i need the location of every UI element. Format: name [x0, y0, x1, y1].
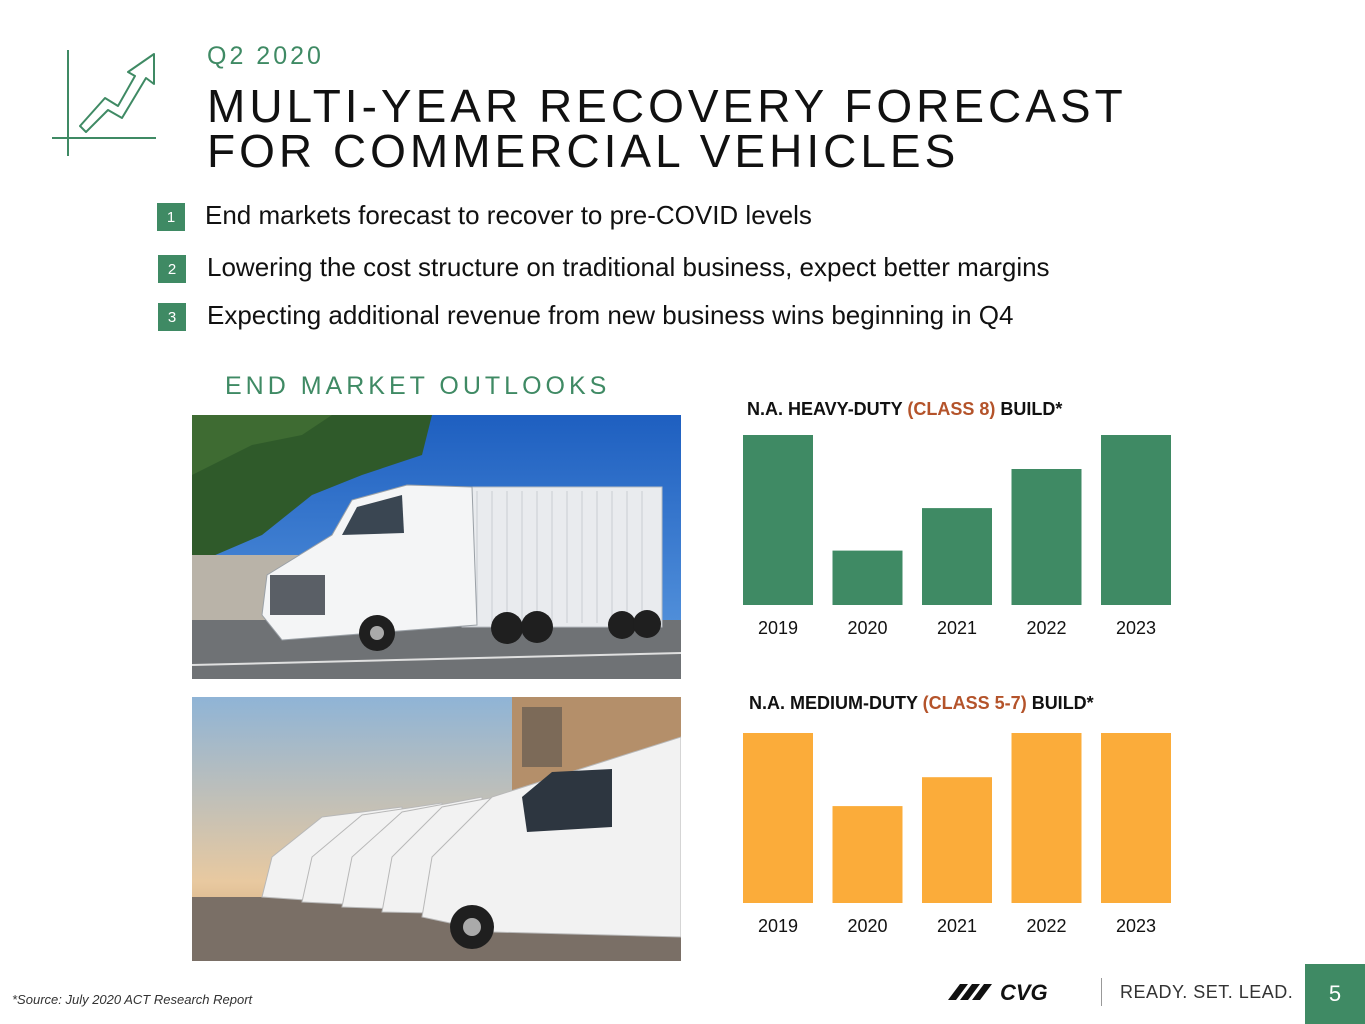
chart-title: N.A. HEAVY-DUTY (CLASS 8) BUILD* [747, 399, 1062, 420]
bullet-number: 2 [158, 255, 186, 283]
bar-2022 [1011, 469, 1082, 605]
growth-chart-icon [52, 50, 156, 156]
bar-2023 [1101, 733, 1171, 903]
semi-truck-photo [192, 415, 681, 679]
bullet-number: 3 [158, 303, 186, 331]
bar-2020 [832, 806, 903, 903]
heavy-duty-bar-chart: 2019 2020 2021 2022 2023 [743, 435, 1171, 638]
x-tick-label: 2022 [1026, 916, 1066, 936]
bar-2023 [1101, 435, 1171, 605]
source-note: *Source: July 2020 ACT Research Report [12, 992, 253, 1007]
chart-title-accent: (CLASS 8) [907, 399, 996, 419]
bullet-text: Lowering the cost structure on tradition… [207, 252, 1050, 282]
chart-title-suffix: BUILD* [995, 399, 1063, 419]
page-title: MULTI-YEAR RECOVERY FORECAST FOR COMMERC… [207, 80, 1187, 177]
medium-duty-bar-chart: 2019 2020 2021 2022 2023 [743, 733, 1171, 936]
section-label: END MARKET OUTLOOKS [225, 372, 611, 400]
bar-2019 [743, 733, 813, 903]
bar-2021 [922, 508, 992, 605]
page-title-line2: FOR COMMERCIAL VEHICLES [207, 125, 960, 177]
bar-2021 [922, 777, 992, 903]
x-tick-label: 2019 [758, 916, 798, 936]
bullet-text: End markets forecast to recover to pre-C… [205, 200, 812, 230]
brand-name: CVG [1000, 980, 1048, 1004]
bar-2019 [743, 435, 813, 605]
tagline: READY. SET. LEAD. [1120, 982, 1294, 1002]
bullet-number: 1 [157, 203, 185, 231]
page-number: 5 [1305, 964, 1365, 1024]
footer-divider [1101, 978, 1102, 1006]
cvg-logo: CVG [948, 980, 1048, 1004]
quarter-label: Q2 2020 [207, 42, 324, 70]
x-tick-label: 2021 [937, 916, 977, 936]
chart-title-prefix: N.A. HEAVY-DUTY [747, 399, 908, 419]
van-fleet-photo [192, 697, 681, 961]
x-tick-label: 2022 [1026, 618, 1066, 638]
x-tick-label: 2023 [1116, 618, 1156, 638]
bar-2022 [1011, 733, 1082, 903]
x-tick-label: 2020 [847, 916, 887, 936]
chart-title-suffix: BUILD* [1026, 693, 1094, 713]
bar-2020 [832, 550, 903, 605]
chart-title-prefix: N.A. MEDIUM-DUTY [749, 693, 923, 713]
x-tick-label: 2021 [937, 618, 977, 638]
chart-title-accent: (CLASS 5-7) [922, 693, 1027, 713]
x-tick-label: 2023 [1116, 916, 1156, 936]
x-tick-label: 2019 [758, 618, 798, 638]
bullet-text: Expecting additional revenue from new bu… [207, 300, 1014, 330]
x-tick-label: 2020 [847, 618, 887, 638]
page-title-line1: MULTI-YEAR RECOVERY FORECAST [207, 80, 1127, 132]
chart-title: N.A. MEDIUM-DUTY (CLASS 5-7) BUILD* [749, 693, 1094, 714]
